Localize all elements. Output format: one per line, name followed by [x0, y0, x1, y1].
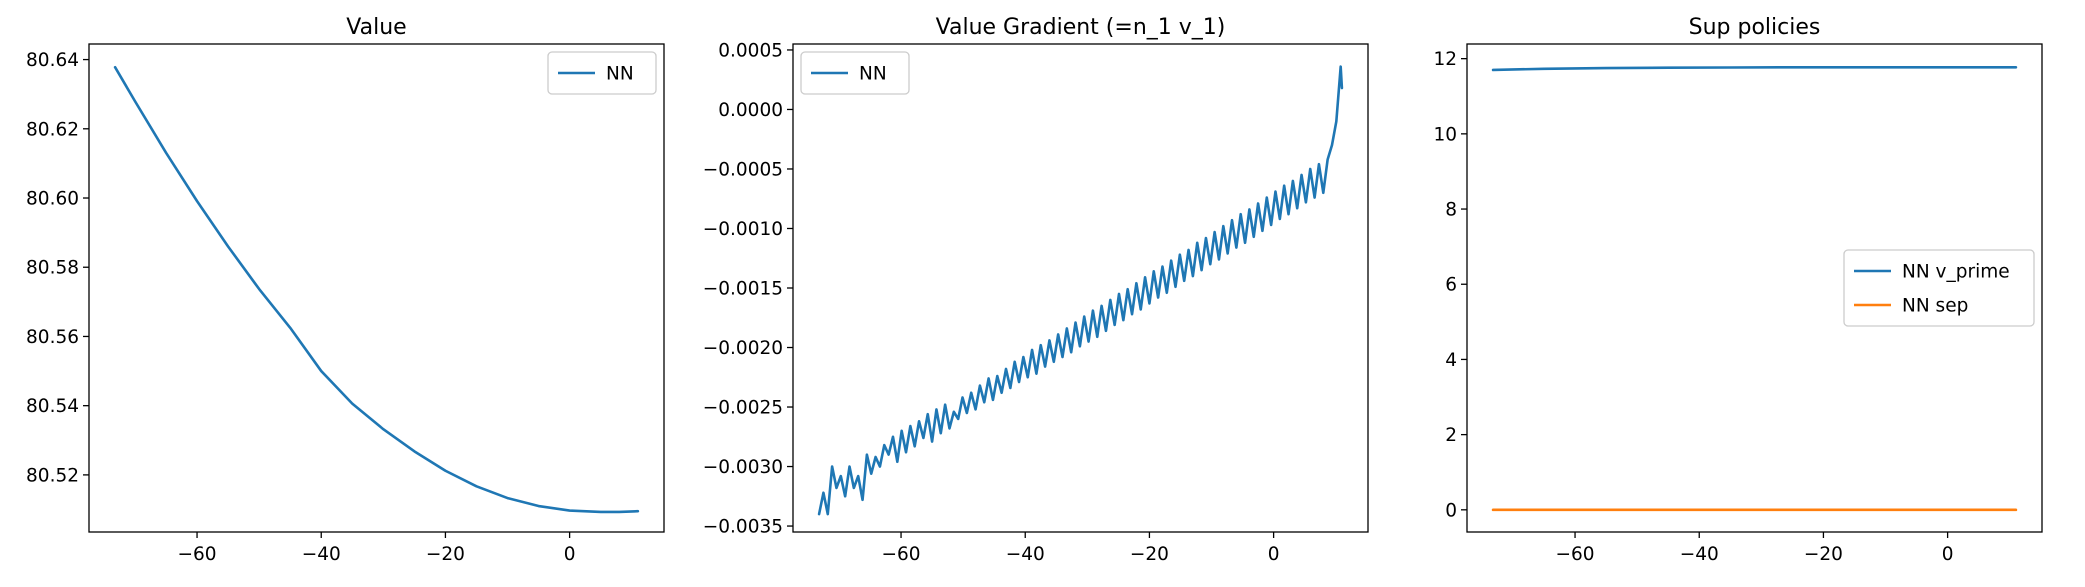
x-tick-label: 0 [1942, 544, 1954, 565]
legend-label: NN [606, 64, 634, 85]
y-tick-label: 12 [1433, 49, 1457, 70]
legend: NN [800, 51, 910, 95]
y-tick-label: −0.0035 [703, 517, 783, 538]
sup-policies-chart-panel: −60 −40 −20 0 0 2 4 6 8 10 12 Sup policies NN v_prim… [1433, 15, 2043, 565]
y-tick-label: 8 [1445, 200, 1457, 221]
y-tick-label: 2 [1445, 425, 1457, 446]
x-tick-label: −20 [1130, 544, 1169, 565]
y-tick-label: 80.62 [26, 119, 79, 140]
value-chart-panel: −60 −40 −20 0 80.52 80.54 80.56 80.58 80.60 80.62… [26, 15, 665, 565]
y-tick-label: −0.0020 [703, 338, 783, 359]
value-gradient-chart-panel: −60 −40 −20 0 −0.0035 −0.0030 −0.0025 −0.0020 −0… [703, 15, 1369, 565]
y-tick-label: −0.0015 [703, 279, 783, 300]
y-tick-label: 80.58 [26, 258, 79, 279]
x-tick-label: −20 [426, 544, 465, 565]
x-tick-label: −40 [1006, 544, 1045, 565]
legend-label: NN sep [1902, 296, 1968, 317]
legend: NN [547, 51, 657, 95]
x-tick-label: −40 [1680, 544, 1719, 565]
y-tick-label: −0.0010 [703, 219, 783, 240]
y-tick-label: 4 [1445, 350, 1457, 371]
y-tick-label: 0.0000 [718, 100, 783, 121]
series-line-nn [113, 65, 640, 514]
y-tick-label: −0.0025 [703, 398, 783, 419]
plot-frame [88, 43, 665, 533]
series-line-nn-v-prime [1491, 66, 2018, 72]
plot-frame [792, 43, 1369, 533]
y-tick-label: −0.0005 [703, 159, 783, 180]
x-tick-label: −20 [1804, 544, 1843, 565]
y-tick-label: 0.0005 [718, 40, 783, 61]
legend-label: NN [859, 64, 887, 85]
chart-title: Value [346, 15, 406, 40]
legend: NN v_prime NN sep [1843, 249, 2035, 327]
x-tick-label: 0 [1268, 544, 1280, 565]
legend-box [547, 51, 657, 95]
x-tick-label: −60 [178, 544, 217, 565]
y-tick-label: 0 [1445, 500, 1457, 521]
legend-box [800, 51, 910, 95]
y-tick-label: 6 [1445, 275, 1457, 296]
x-tick-label: −40 [302, 544, 341, 565]
y-tick-label: 80.54 [26, 396, 79, 417]
legend-label: NN v_prime [1902, 262, 2010, 283]
y-tick-label: 10 [1433, 124, 1457, 145]
y-tick-label: 80.60 [26, 189, 79, 210]
y-tick-label: 80.52 [26, 465, 79, 486]
y-tick-label: −0.0030 [703, 457, 783, 478]
x-tick-label: 0 [564, 544, 576, 565]
y-tick-label: 80.56 [26, 327, 79, 348]
legend-box [1843, 249, 2035, 327]
series-line-nn [817, 65, 1344, 516]
chart-title: Sup policies [1689, 15, 1821, 40]
x-tick-label: −60 [882, 544, 921, 565]
x-tick-label: −60 [1556, 544, 1595, 565]
chart-title: Value Gradient (=n_1 v_1) [936, 15, 1226, 40]
y-tick-label: 80.64 [26, 50, 79, 71]
plot-frame [1466, 43, 2043, 533]
